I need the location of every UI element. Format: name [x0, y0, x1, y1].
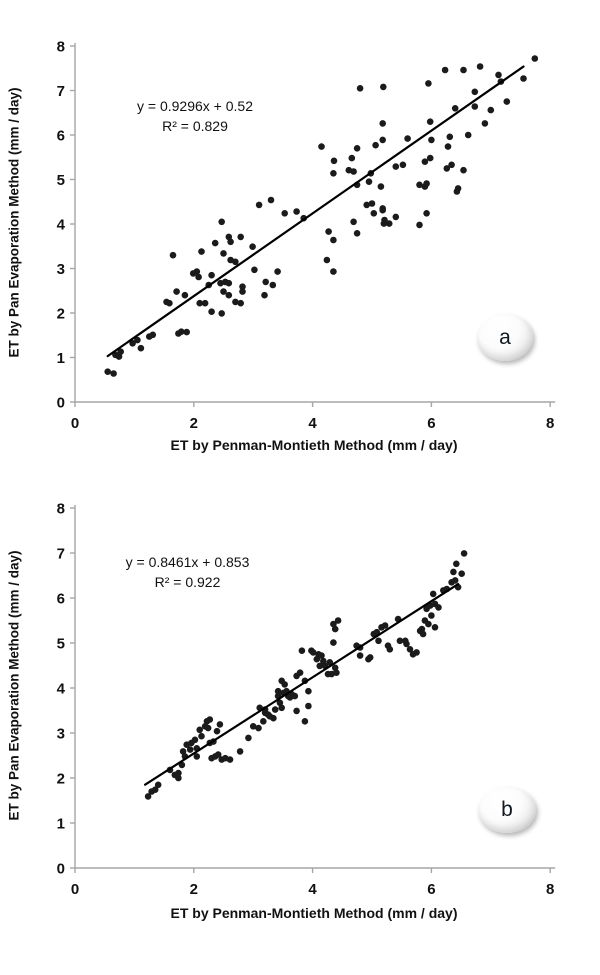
- y-tick-label: 2: [57, 771, 65, 788]
- y-tick-label: 5: [57, 172, 65, 189]
- panel-badge-b: b: [478, 787, 536, 833]
- regression-annotation-a: y = 0.9296x + 0.52 R² = 0.829: [90, 96, 300, 136]
- x-tick-label: 8: [546, 415, 554, 432]
- y-tick-label: 1: [57, 350, 65, 367]
- y-axis-title-a: ET by Pan Evaporation Method (mm / day): [6, 87, 22, 358]
- x-tick-label: 4: [308, 415, 317, 432]
- scatter-panel-a: 0 2 4 6 8 0 1 2 3 4 5 6 7 8 y = 0.9296x + 0.52 R² = 0…: [0, 0, 600, 476]
- y-tick-label: 0: [57, 861, 65, 878]
- y-tick-label: 4: [57, 681, 66, 698]
- y-tick-label: 4: [57, 217, 66, 234]
- axes: [74, 43, 556, 403]
- x-tick-label: 4: [308, 881, 317, 898]
- y-tick-label: 0: [57, 395, 65, 412]
- x-axis-title-b: ET by Penman-Montieth Method (mm / day): [170, 905, 458, 921]
- trendline: [106, 65, 525, 358]
- scatter-plot-b: 0 2 4 6 8 0 1 2 3 4 5 6 7 8: [57, 501, 556, 898]
- x-tick-label: 8: [546, 881, 554, 898]
- y-tick-label: 2: [57, 306, 65, 323]
- y-tick-label: 8: [57, 501, 65, 518]
- x-tick-label: 2: [190, 415, 198, 432]
- x-tick-label: 2: [190, 881, 198, 898]
- x-tick-label: 6: [427, 415, 435, 432]
- y-axis-ticks: 0 1 2 3 4 5 6 7 8: [57, 501, 75, 878]
- y-tick-label: 7: [57, 546, 65, 563]
- panel-badge-a: a: [477, 314, 533, 361]
- x-axis-title-a: ET by Penman-Montieth Method (mm / day): [170, 437, 458, 453]
- y-tick-label: 5: [57, 636, 65, 653]
- x-axis-ticks: 0 2 4 6 8: [71, 868, 554, 898]
- y-axis-ticks: 0 1 2 3 4 5 6 7 8: [57, 39, 75, 412]
- y-axis-title-b: ET by Pan Evaporation Method (mm / day): [6, 550, 22, 821]
- equation-text-b: y = 0.8461x + 0.853: [125, 554, 250, 570]
- x-axis-ticks: 0 2 4 6 8: [71, 402, 554, 432]
- r-squared-text-a: R² = 0.829: [162, 118, 228, 134]
- scatter-panel-b: 0 2 4 6 8 0 1 2 3 4 5 6 7 8 y = 0.8461x + 0.853 R² = …: [0, 488, 600, 975]
- equation-text-a: y = 0.9296x + 0.52: [137, 98, 253, 114]
- y-tick-label: 7: [57, 83, 65, 100]
- r-squared-text-b: R² = 0.922: [154, 574, 221, 590]
- y-tick-label: 6: [57, 591, 65, 608]
- x-tick-label: 0: [71, 881, 79, 898]
- panel-badge-label-a: a: [499, 325, 511, 349]
- panel-badge-label-b: b: [501, 798, 513, 821]
- y-tick-label: 3: [57, 726, 65, 743]
- data-points: [104, 55, 539, 377]
- y-tick-label: 6: [57, 128, 65, 145]
- trendline: [143, 582, 460, 786]
- y-tick-label: 1: [57, 816, 65, 833]
- axes: [74, 505, 556, 869]
- x-tick-label: 6: [427, 881, 435, 898]
- regression-annotation-b: y = 0.8461x + 0.853 R² = 0.922: [80, 552, 295, 592]
- scatter-plot-a: 0 2 4 6 8 0 1 2 3 4 5 6 7 8: [57, 39, 556, 432]
- x-tick-label: 0: [71, 415, 79, 432]
- y-tick-label: 8: [57, 39, 65, 56]
- y-tick-label: 3: [57, 261, 65, 278]
